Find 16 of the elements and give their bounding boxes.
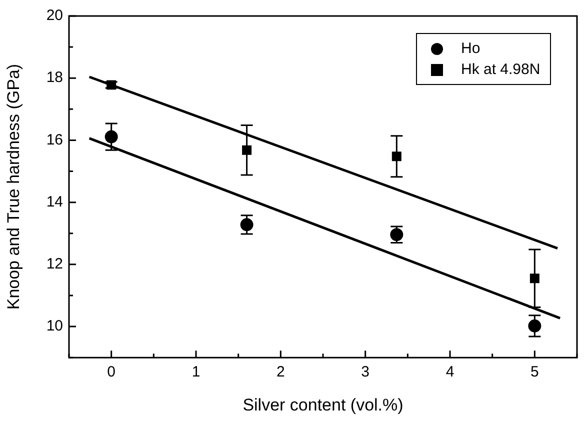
x-tick-label: 1 <box>192 364 200 381</box>
y-axis-title: Knoop and True hardness (GPa) <box>4 64 23 310</box>
y-tick-label: 20 <box>46 7 63 24</box>
y-tick-label: 16 <box>46 131 63 148</box>
x-tick-label: 3 <box>361 364 370 381</box>
x-tick-label: 2 <box>276 364 285 381</box>
legend-label: Hk at 4.98N <box>461 61 540 78</box>
y-tick-label: 10 <box>46 318 63 335</box>
x-axis-title: Silver content (vol.%) <box>242 395 404 414</box>
x-tick-label: 0 <box>107 364 116 381</box>
x-tick-label: 5 <box>530 364 539 381</box>
legend-label: Ho <box>461 40 480 57</box>
y-tick-label: 12 <box>46 256 63 273</box>
y-tick-label: 14 <box>46 193 63 210</box>
y-tick-label: 18 <box>46 69 63 86</box>
x-tick-label: 4 <box>446 364 454 381</box>
